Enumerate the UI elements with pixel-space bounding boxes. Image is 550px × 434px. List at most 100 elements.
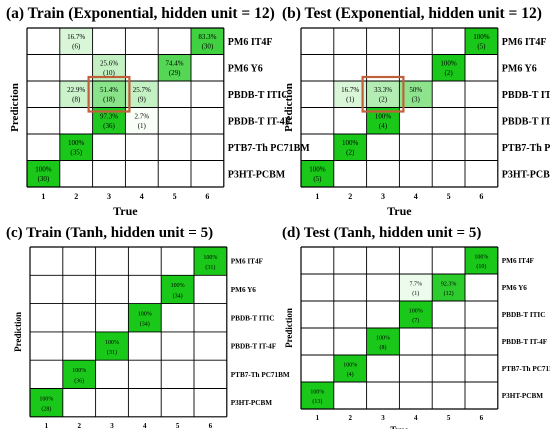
x-tick-label: 2 xyxy=(348,414,352,422)
cell-percent-label: 100% xyxy=(309,166,326,174)
cell-count-label: (28) xyxy=(41,406,51,413)
cell-percent-label: 100% xyxy=(473,33,490,41)
cell-count-label: (9) xyxy=(138,96,147,104)
x-tick-label: 5 xyxy=(447,414,451,422)
x-tick-label: 1 xyxy=(315,192,319,201)
matrix-cell xyxy=(399,274,433,301)
cell-percent-label: 83.3% xyxy=(198,33,216,41)
y-axis-label: Prediction xyxy=(13,312,23,352)
matrix-cell xyxy=(301,382,334,409)
cell-count-label: (30) xyxy=(202,43,214,51)
cell-count-label: (6) xyxy=(72,43,81,51)
cell-percent-label: 100% xyxy=(376,335,390,341)
cell-percent-label: 92.3% xyxy=(441,281,457,287)
cell-count-label: (1) xyxy=(346,96,355,104)
x-tick-label: 3 xyxy=(107,192,111,201)
cell-count-label: (29) xyxy=(169,69,181,77)
chart-title: (a) Train (Exponential, hidden unit = 12… xyxy=(6,5,275,22)
cell-percent-label: 2.7% xyxy=(135,113,150,121)
row-label: PBDB-T ITIC xyxy=(231,314,275,322)
x-tick-label: 4 xyxy=(414,414,418,422)
matrix-cell xyxy=(27,160,60,187)
cell-percent-label: 100% xyxy=(375,113,392,121)
matrix-cell xyxy=(333,355,367,382)
x-tick-label: 5 xyxy=(173,192,177,201)
matrix-cell xyxy=(432,274,465,301)
row-label: P3HT-PCBM xyxy=(228,169,286,180)
cell-count-label: (1) xyxy=(138,122,147,130)
cell-count-label: (36) xyxy=(103,122,115,130)
cell-percent-label: 33.3% xyxy=(374,86,392,94)
row-label: PBDB-T IT-4F xyxy=(231,343,277,351)
cell-count-label: (31) xyxy=(205,264,215,271)
cell-count-label: (2) xyxy=(379,96,388,104)
x-axis-label: True xyxy=(390,425,408,429)
x-tick-label: 6 xyxy=(479,192,483,201)
matrix-cell xyxy=(30,388,63,417)
cell-count-label: (12) xyxy=(444,290,454,297)
row-label: PBDB-T ITIC xyxy=(502,311,546,319)
cell-count-label: (13) xyxy=(312,398,322,405)
x-tick-label: 5 xyxy=(176,422,180,429)
cell-percent-label: 100% xyxy=(342,139,359,147)
chart-panel-b: (b) Test (Exponential, hidden unit = 12)… xyxy=(282,5,550,218)
cell-count-label: (10) xyxy=(103,69,115,77)
cell-percent-label: 100% xyxy=(105,340,119,346)
x-axis-label: True xyxy=(113,204,138,218)
x-tick-label: 2 xyxy=(77,422,81,429)
cell-count-label: (7) xyxy=(412,317,419,324)
x-tick-label: 1 xyxy=(45,422,49,429)
matrix-cell xyxy=(59,28,93,55)
cell-count-label: (36) xyxy=(74,377,84,384)
row-label: PM6 Y6 xyxy=(228,63,263,74)
cell-percent-label: 25.6% xyxy=(100,60,118,68)
matrix-cell xyxy=(128,303,162,332)
matrix-cell xyxy=(59,81,93,108)
cell-percent-label: 22.9% xyxy=(67,86,85,94)
x-tick-label: 6 xyxy=(480,414,484,422)
row-label: P3HT-PCBM xyxy=(231,399,272,407)
cell-percent-label: 100% xyxy=(39,396,53,402)
x-axis-label: True xyxy=(387,204,412,218)
matrix-cell xyxy=(301,160,334,187)
chart-panel-a: (a) Train (Exponential, hidden unit = 12… xyxy=(6,5,310,218)
cell-percent-label: 100% xyxy=(35,166,52,174)
y-axis-label: Prediction xyxy=(283,83,295,132)
cell-count-label: (5) xyxy=(477,43,486,51)
cell-percent-label: 100% xyxy=(171,283,185,289)
x-tick-label: 1 xyxy=(316,414,320,422)
row-label: PM6 Y6 xyxy=(502,284,527,292)
matrix-cell xyxy=(366,81,400,108)
x-tick-label: 3 xyxy=(110,422,114,429)
matrix-cell xyxy=(158,54,191,81)
cell-percent-label: 100% xyxy=(440,60,457,68)
x-tick-label: 2 xyxy=(74,192,78,201)
x-tick-label: 3 xyxy=(381,414,385,422)
cell-percent-label: 97.3% xyxy=(100,113,118,121)
matrix-cell xyxy=(95,331,129,361)
row-label: PBDB-T IT-4F xyxy=(502,338,548,346)
cell-percent-label: 100% xyxy=(138,311,152,317)
x-tick-label: 6 xyxy=(209,422,213,429)
chart-panel-c: (c) Train (Tanh, hidden unit = 5) 100% (31… xyxy=(6,225,290,434)
row-label: PM6 IT4F xyxy=(502,257,535,265)
row-label: PBDB-T ITIC xyxy=(228,90,289,101)
row-label: PTB7-Th PC71BM xyxy=(228,143,311,154)
cell-count-label: (10) xyxy=(476,263,486,270)
cell-percent-label: 100% xyxy=(72,368,86,374)
matrix-cell xyxy=(366,328,400,355)
matrix-cell xyxy=(125,81,159,108)
cell-percent-label: 100% xyxy=(474,254,488,260)
matrix-cell xyxy=(194,247,227,276)
cell-count-label: (2) xyxy=(346,149,355,157)
highlight-box xyxy=(87,75,131,113)
chart-title: (d) Test (Tanh, hidden unit = 5) xyxy=(282,225,481,241)
matrix-cell xyxy=(465,247,498,274)
cell-count-label: (5) xyxy=(313,175,322,183)
chart-panel-d: (d) Test (Tanh, hidden unit = 5) 100% (10)… xyxy=(282,225,550,434)
matrix-cell xyxy=(399,301,433,328)
cell-percent-label: 74.4% xyxy=(166,60,184,68)
matrix-cell xyxy=(191,28,224,55)
